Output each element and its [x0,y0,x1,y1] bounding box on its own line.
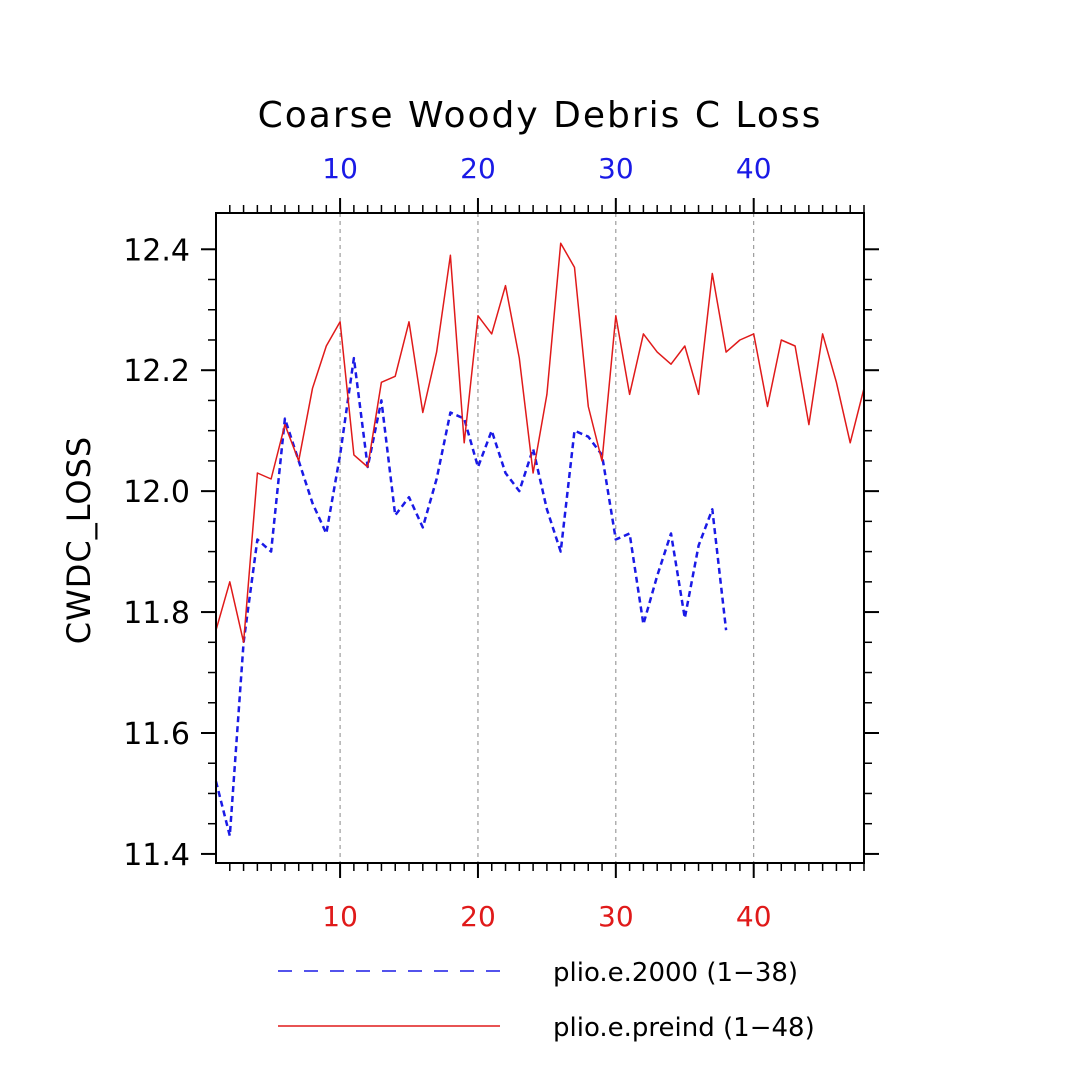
x-top-tick-label: 40 [736,152,772,185]
series-line-plio.e.preind [215,242,865,644]
x-top-tick-label: 20 [460,152,496,185]
y-tick-label: 11.8 [123,596,190,631]
x-bottom-tick-label: 30 [598,900,634,933]
grid [339,213,755,863]
y-axis-label: CWDC_LOSS [60,436,98,644]
x-bottom-tick-label: 40 [736,900,772,933]
legend: plio.e.2000 (1−38) plio.e.preind (1−48) [278,958,815,1043]
legend-label-plio.e.2000: plio.e.2000 (1−38) [553,958,798,988]
series-line-plio.e.2000 [214,356,728,838]
y-tick-label: 11.6 [123,717,190,752]
legend-label-plio.e.preind: plio.e.preind (1−48) [553,1013,815,1043]
x-top-tick-label: 30 [598,152,634,185]
x-top-tick-label: 10 [322,152,358,185]
y-tick-label: 11.4 [123,838,190,873]
series-group [214,242,865,838]
plot-frame [215,212,865,864]
y-tick-label: 12.0 [123,475,190,510]
axis-ticks [201,198,879,878]
x-bottom-tick-label: 20 [460,900,496,933]
chart-title: Coarse Woody Debris C Loss [258,95,823,136]
x-bottom-tick-label: 10 [322,900,358,933]
y-tick-label: 12.4 [123,233,190,268]
tick-labels: 10 10 20 20 30 30 40 40 11.4 11.6 11.8 12.0 12.2 12.4 [123,152,771,933]
y-tick-label: 12.2 [123,354,190,389]
